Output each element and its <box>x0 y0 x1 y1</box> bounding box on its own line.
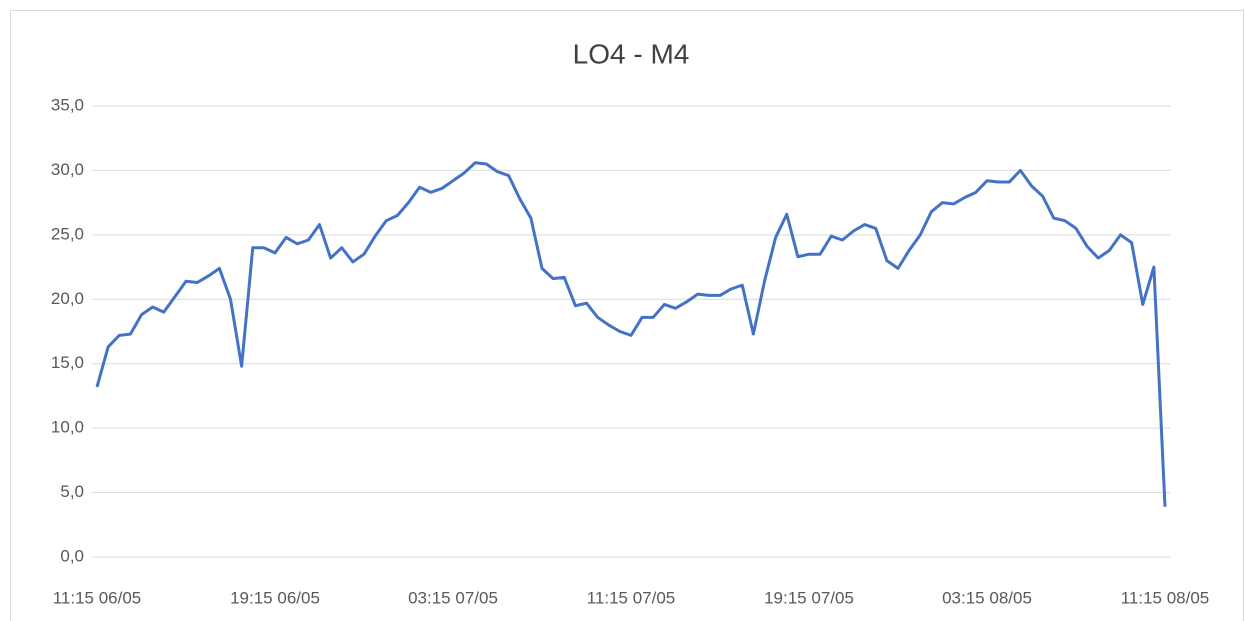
x-tick-label: 11:15 08/05 <box>1121 588 1210 607</box>
y-tick-label: 10,0 <box>51 418 84 437</box>
x-tick-label: 03:15 07/05 <box>408 588 498 607</box>
y-tick-label: 20,0 <box>51 289 84 308</box>
chart-frame <box>10 10 1244 621</box>
x-tick-label: 11:15 06/05 <box>53 588 142 607</box>
y-tick-label: 35,0 <box>51 95 84 114</box>
y-tick-label: 5,0 <box>60 482 84 501</box>
chart-title: LO4 - M4 <box>573 38 690 69</box>
x-tick-label: 19:15 07/05 <box>764 588 854 607</box>
y-tick-label: 0,0 <box>60 546 84 565</box>
x-tick-label: 03:15 08/05 <box>942 588 1032 607</box>
y-tick-label: 15,0 <box>51 353 84 372</box>
y-tick-label: 25,0 <box>51 224 84 243</box>
x-tick-label: 11:15 07/05 <box>587 588 676 607</box>
data-line <box>95 161 1167 507</box>
x-tick-label: 19:15 06/05 <box>230 588 320 607</box>
y-tick-label: 30,0 <box>51 160 84 179</box>
